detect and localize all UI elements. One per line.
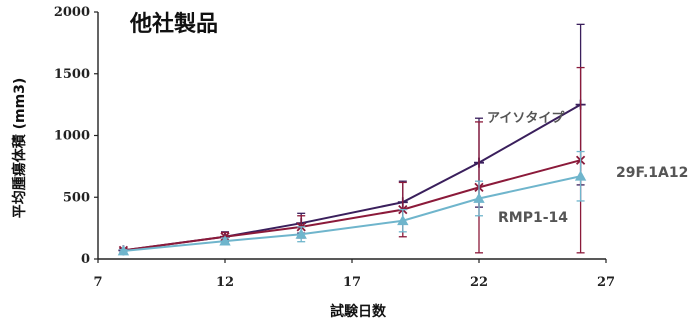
x-tick-label: 22 bbox=[470, 275, 488, 290]
y-tick-label: 2000 bbox=[54, 5, 90, 20]
data-point bbox=[295, 228, 307, 239]
y-tick-label: 1500 bbox=[54, 67, 90, 82]
x-tick-label: 7 bbox=[93, 275, 102, 290]
data-point bbox=[473, 192, 485, 203]
series-label-2: 29F.1A12 bbox=[616, 165, 688, 181]
axes bbox=[94, 11, 607, 263]
series-3 bbox=[117, 150, 587, 256]
y-tick-label: 0 bbox=[81, 252, 90, 267]
chart-title: 他社製品 bbox=[129, 11, 218, 37]
y-tick-label: 500 bbox=[63, 190, 90, 205]
x-tick-label: 27 bbox=[597, 275, 615, 290]
x-tick-label: 17 bbox=[343, 275, 361, 290]
x-tick-labels: 7 12 17 22 27 bbox=[93, 275, 615, 290]
series-label-3: RMP1-14 bbox=[498, 210, 568, 226]
data-point bbox=[219, 235, 231, 246]
y-axis-label: 平均腫瘍体積 (mm3) bbox=[11, 78, 28, 219]
series-line bbox=[123, 175, 581, 252]
y-tick-label: 1000 bbox=[54, 129, 90, 144]
y-tick-labels: 0 500 1000 1500 2000 bbox=[54, 5, 90, 267]
x-tick-label: 12 bbox=[216, 275, 234, 290]
series-labels: アイソタイプ 29F.1A12 RMP1-14 bbox=[487, 111, 688, 226]
x-axis-label: 試験日数 bbox=[330, 303, 387, 320]
series-layer bbox=[117, 23, 587, 256]
data-point bbox=[117, 245, 130, 256]
data-point bbox=[574, 170, 587, 181]
data-point bbox=[397, 214, 409, 226]
series-label-1: アイソタイプ bbox=[487, 111, 565, 126]
series-line bbox=[123, 159, 581, 252]
series-2 bbox=[118, 66, 586, 255]
